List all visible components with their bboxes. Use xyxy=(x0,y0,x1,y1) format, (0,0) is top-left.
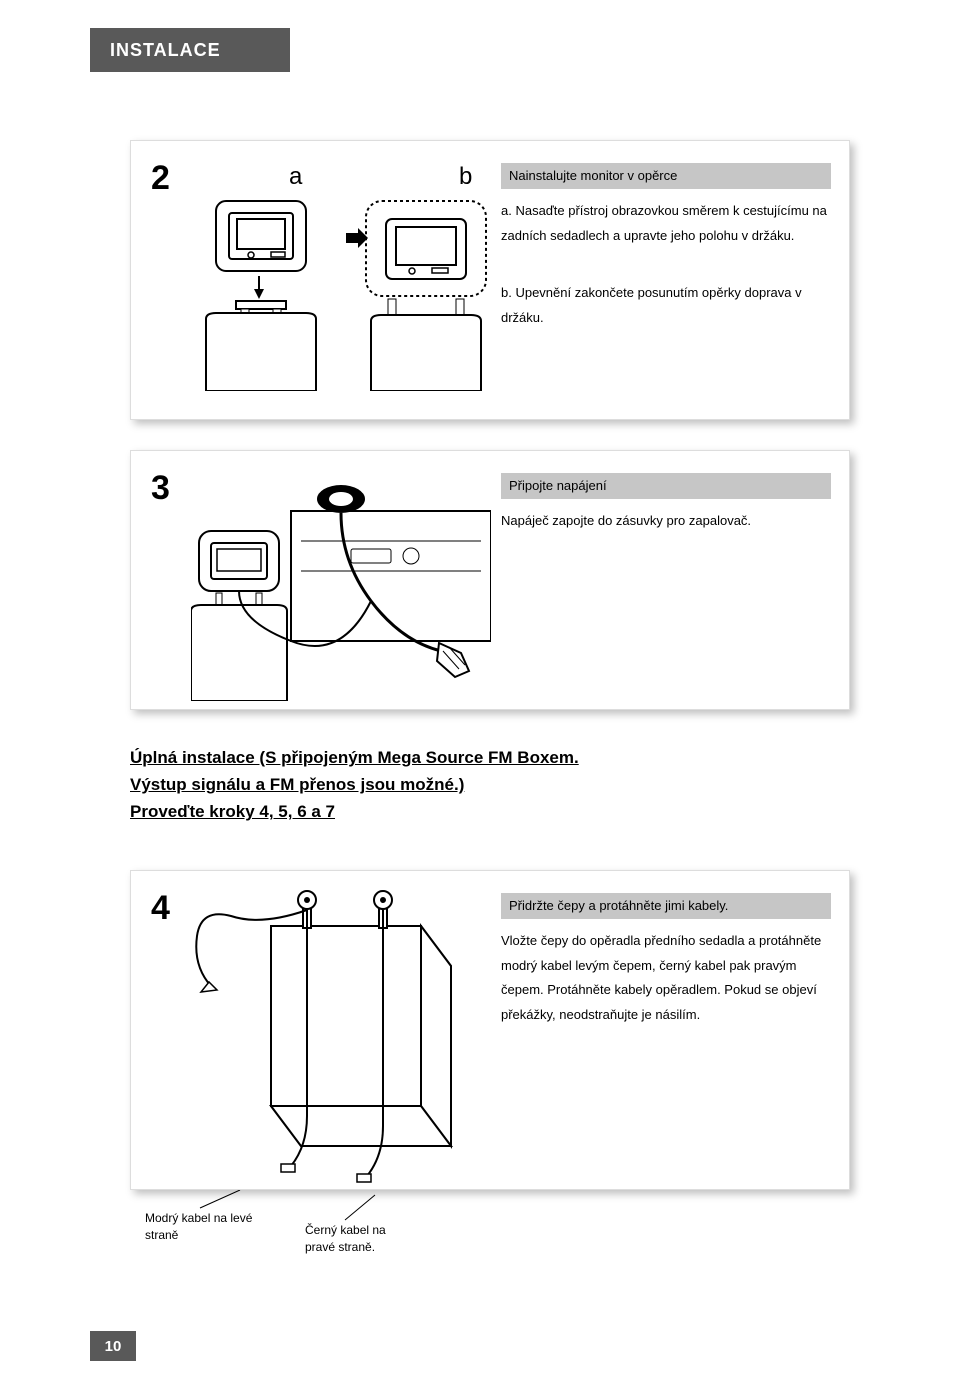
step-4-title-bar: Přidržte čepy a protáhněte jimi kabely. xyxy=(501,893,831,919)
mid-line-1: Úplná instalace (S připojeným Mega Sourc… xyxy=(130,744,850,771)
step-4-title: Přidržte čepy a protáhněte jimi kabely. xyxy=(509,898,728,913)
step-4-desc: Vložte čepy do opěradla předního sedadla… xyxy=(501,929,831,1028)
step-2-label-a: a xyxy=(289,163,302,191)
cable-label-right: Černý kabel na pravé straně. xyxy=(305,1222,415,1256)
step-3-title: Připojte napájení xyxy=(509,478,607,493)
step-2-title: Nainstalujte monitor v opěrce xyxy=(509,168,677,183)
cable-label-left: Modrý kabel na levé straně xyxy=(145,1210,255,1244)
step-4-card: 4 Přidržte čepy a protáhněte xyxy=(130,870,850,1190)
step-2-title-bar: Nainstalujte monitor v opěrce xyxy=(501,163,831,189)
step-2-card: 2 a b xyxy=(130,140,850,420)
step-2-desc-a: a. Nasaďte přístroj obrazovkou směrem k … xyxy=(501,199,831,248)
section-title: INSTALACE xyxy=(110,40,221,61)
step-3-card: 3 Připojte nap xyxy=(130,450,850,710)
step-2-number: 2 xyxy=(151,159,170,198)
step-3-illustration xyxy=(191,471,491,701)
step-3-desc: Napáječ zapojte do zásuvky pro zapalovač… xyxy=(501,509,831,534)
step-4-number: 4 xyxy=(151,889,170,928)
step-3-number: 3 xyxy=(151,469,170,508)
step-4-illustration xyxy=(191,886,481,1186)
section-header: INSTALACE xyxy=(90,28,290,72)
mid-section-text: Úplná instalace (S připojeným Mega Sourc… xyxy=(130,744,850,826)
step-2-label-b: b xyxy=(459,163,472,191)
step-3-title-bar: Připojte napájení xyxy=(501,473,831,499)
mid-line-2: Výstup signálu a FM přenos jsou možné.) xyxy=(130,771,850,798)
page-number-text: 10 xyxy=(105,1338,122,1355)
page-number: 10 xyxy=(90,1331,136,1361)
step-2-illustration-a xyxy=(191,191,331,391)
mid-line-3: Proveďte kroky 4, 5, 6 a 7 xyxy=(130,798,850,825)
step-2-desc-b: b. Upevnění zakončete posunutím opěrky d… xyxy=(501,281,831,330)
step-2-illustration-b xyxy=(346,191,506,391)
